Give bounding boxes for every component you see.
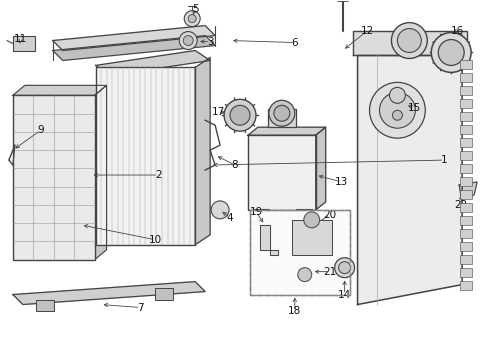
Text: 17: 17 [212,107,225,117]
Polygon shape [195,58,210,245]
Bar [268,109,296,127]
Polygon shape [53,26,215,50]
Polygon shape [459,182,477,198]
Circle shape [438,40,464,66]
Text: 14: 14 [338,289,351,300]
Circle shape [339,262,350,274]
Bar [250,210,349,294]
Bar [460,216,472,225]
Circle shape [188,15,196,23]
Text: 6: 6 [292,37,298,48]
Circle shape [392,110,402,120]
Bar [460,280,472,289]
Circle shape [230,105,250,125]
Text: 9: 9 [37,125,44,135]
Text: 15: 15 [408,103,421,113]
Polygon shape [95,85,106,260]
Circle shape [392,23,427,58]
Bar [460,86,472,95]
Text: 13: 13 [335,177,348,187]
Bar [253,209,269,225]
Text: 11: 11 [14,33,27,44]
Polygon shape [13,85,106,95]
Bar [460,203,472,212]
Text: 21: 21 [323,267,336,276]
Circle shape [269,100,295,126]
Polygon shape [260,225,278,255]
Bar [460,268,472,276]
Bar [460,177,472,186]
Polygon shape [316,127,326,210]
Bar [460,125,472,134]
Polygon shape [353,31,467,55]
Circle shape [431,32,471,72]
Bar [296,209,312,225]
Text: 1: 1 [441,155,447,165]
Circle shape [298,268,312,282]
Text: 3: 3 [207,36,214,46]
Bar [36,300,54,311]
Bar [460,138,472,147]
Circle shape [390,87,405,103]
Bar [96,67,195,245]
Bar [460,255,472,264]
Circle shape [183,36,193,45]
Text: 7: 7 [137,302,144,312]
Bar [460,60,472,69]
Bar [460,73,472,82]
Polygon shape [358,55,462,305]
Text: 19: 19 [249,207,263,217]
Circle shape [335,258,355,278]
Text: 22: 22 [455,200,468,210]
Text: 4: 4 [227,213,233,223]
Bar [250,210,349,294]
Text: 5: 5 [192,4,198,14]
Bar [292,220,332,255]
Bar [460,112,472,121]
Circle shape [184,11,200,27]
Text: 12: 12 [361,26,374,36]
Bar [460,151,472,160]
Circle shape [179,32,197,50]
Text: 10: 10 [149,235,162,245]
Circle shape [304,212,319,228]
Circle shape [274,105,290,121]
Text: 8: 8 [232,160,238,170]
Bar [13,36,35,50]
Bar [13,95,95,260]
Bar [460,99,472,108]
Bar [248,135,316,210]
Circle shape [369,82,425,138]
Bar [460,164,472,173]
Circle shape [397,28,421,53]
Text: 16: 16 [450,26,464,36]
Text: 20: 20 [323,210,336,220]
Circle shape [211,201,229,219]
Bar [460,242,472,251]
Text: 18: 18 [288,306,301,316]
Circle shape [379,92,416,128]
Text: 2: 2 [155,170,162,180]
Circle shape [224,99,256,131]
Bar [460,229,472,238]
Polygon shape [13,282,205,305]
Polygon shape [53,36,215,60]
Bar [460,190,472,199]
Polygon shape [96,50,210,75]
Polygon shape [248,127,326,135]
Bar [155,288,173,300]
